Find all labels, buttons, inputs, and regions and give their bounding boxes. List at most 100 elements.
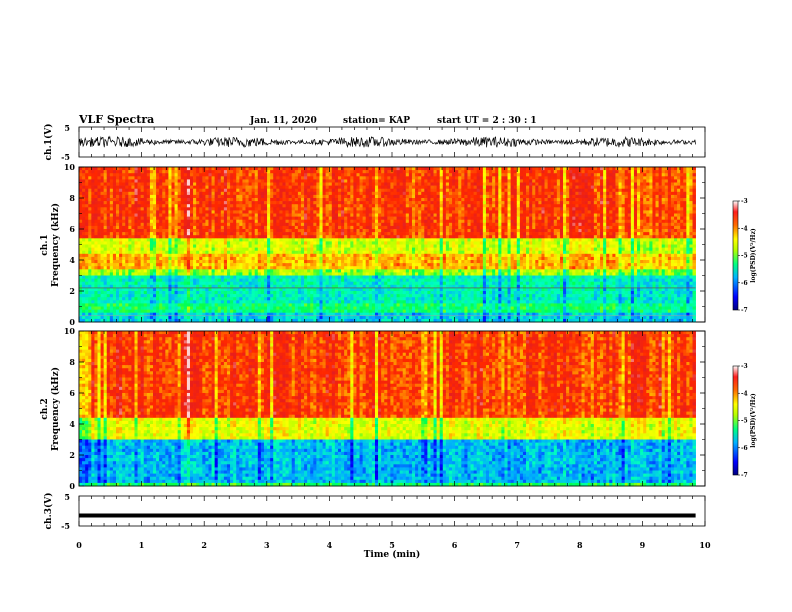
spectrogram-cell bbox=[199, 287, 203, 292]
spectrogram-cell bbox=[313, 219, 317, 224]
spectrogram-cell bbox=[214, 222, 219, 227]
spectrogram-cell bbox=[214, 216, 219, 221]
spectrogram-cell bbox=[334, 170, 339, 174]
spectrogram-cell bbox=[294, 250, 299, 255]
spectrogram-cell bbox=[313, 198, 317, 202]
spectrogram-cell bbox=[146, 185, 151, 190]
spectrogram-cell bbox=[307, 272, 311, 276]
spectrogram-cell bbox=[196, 235, 200, 239]
spectrogram-cell bbox=[248, 219, 252, 224]
spectrogram-cell bbox=[362, 287, 367, 292]
spectrogram-cell bbox=[109, 198, 114, 202]
spectrogram-cell bbox=[88, 179, 92, 183]
spectrogram-cell bbox=[365, 318, 370, 323]
spectrogram-cell bbox=[137, 300, 142, 304]
spectrogram-cell bbox=[337, 210, 342, 214]
spectrogram-cell bbox=[344, 167, 348, 171]
spectrogram-cell bbox=[304, 204, 308, 208]
spectrogram-cell bbox=[251, 198, 256, 202]
spectrogram-cell bbox=[334, 229, 339, 233]
spectrogram-cell bbox=[85, 170, 89, 174]
spectrogram-cell bbox=[106, 294, 111, 298]
spectrogram-cell bbox=[100, 291, 105, 295]
spectrogram-cell bbox=[220, 219, 225, 224]
spectrogram-cell bbox=[267, 194, 271, 199]
spectrogram-cell bbox=[79, 173, 83, 177]
spectrogram-cell bbox=[337, 244, 342, 248]
spectrogram-cell bbox=[180, 235, 185, 239]
spectrogram-cell bbox=[325, 194, 330, 199]
spectrogram-cell bbox=[94, 232, 98, 236]
spectrogram-cell bbox=[362, 309, 367, 314]
spectrogram-cell bbox=[223, 235, 228, 239]
spectrogram-cell bbox=[251, 272, 256, 276]
spectrogram-cell bbox=[347, 309, 351, 314]
spectrogram-cell bbox=[94, 170, 98, 174]
spectrogram-cell bbox=[260, 260, 265, 264]
spectrogram-cell bbox=[202, 229, 206, 233]
spectrogram-cell bbox=[112, 176, 117, 180]
spectrogram-cell bbox=[119, 291, 123, 295]
spectrogram-cell bbox=[140, 170, 145, 174]
spectrogram-cell bbox=[267, 222, 271, 227]
spectrogram-cell bbox=[146, 269, 151, 273]
spectrogram-cell bbox=[276, 170, 280, 174]
spectrogram-cell bbox=[193, 294, 197, 298]
spectrogram-cell bbox=[91, 198, 95, 202]
spectrogram-cell bbox=[177, 300, 182, 304]
spectrogram-cell bbox=[143, 309, 148, 314]
spectrogram-cell bbox=[205, 173, 209, 177]
spectrogram-cell bbox=[171, 260, 175, 264]
spectrogram-cell bbox=[254, 297, 259, 301]
spectrogram-cell bbox=[322, 244, 326, 248]
spectrogram-cell bbox=[260, 315, 265, 320]
spectrogram-cell bbox=[356, 238, 360, 242]
spectrogram-cell bbox=[270, 253, 274, 258]
spectrogram-cell bbox=[119, 312, 123, 317]
spectrogram-cell bbox=[186, 182, 191, 186]
spectrogram-cell bbox=[356, 278, 360, 283]
spectrogram-cell bbox=[186, 238, 191, 242]
spectrogram-cell bbox=[310, 216, 314, 221]
spectrogram-cell bbox=[109, 191, 114, 196]
spectrogram-cell bbox=[365, 287, 370, 292]
spectrogram-cell bbox=[122, 253, 126, 258]
spectrogram-cell bbox=[313, 256, 317, 261]
spectrogram-cell bbox=[137, 204, 142, 208]
spectrogram-cell bbox=[322, 269, 326, 273]
spectrogram-cell bbox=[119, 256, 123, 261]
spectrogram-cell bbox=[128, 182, 132, 186]
spectrogram-cell bbox=[143, 244, 148, 248]
spectrogram-cell bbox=[378, 219, 382, 224]
spectrogram-cell bbox=[245, 278, 249, 283]
spectrogram-cell bbox=[116, 318, 120, 323]
spectrogram-cell bbox=[322, 306, 326, 310]
spectrogram-cell bbox=[131, 266, 135, 270]
spectrogram-cell bbox=[146, 309, 151, 314]
spectrogram-cell bbox=[319, 191, 323, 196]
spectrogram-cell bbox=[239, 241, 243, 245]
spectrogram-cell bbox=[112, 315, 117, 320]
spectrogram-cell bbox=[220, 266, 225, 270]
spectrogram-cell bbox=[119, 253, 123, 258]
spectrogram-cell bbox=[279, 241, 283, 245]
spectrogram-cell bbox=[353, 182, 357, 186]
spectrogram-cell bbox=[294, 179, 299, 183]
spectrogram-cell bbox=[304, 241, 308, 245]
spectrogram-cell bbox=[257, 287, 262, 292]
spectrogram-cell bbox=[112, 287, 117, 292]
spectrogram-cell bbox=[245, 207, 249, 211]
spectrogram-cell bbox=[88, 287, 92, 292]
spectrogram-cell bbox=[208, 191, 212, 196]
spectrogram-cell bbox=[109, 303, 114, 307]
spectrogram-cell bbox=[233, 256, 237, 261]
spectrogram-cell bbox=[128, 269, 132, 273]
spectrogram-cell bbox=[368, 167, 373, 171]
spectrogram-cell bbox=[146, 260, 151, 264]
spectrogram-cell bbox=[119, 194, 123, 199]
spectrogram-cell bbox=[162, 222, 166, 227]
spectrogram-cell bbox=[251, 204, 256, 208]
spectrogram-cell bbox=[94, 260, 98, 264]
spectrogram-cell bbox=[214, 191, 219, 196]
spectrogram-cell bbox=[177, 275, 182, 279]
